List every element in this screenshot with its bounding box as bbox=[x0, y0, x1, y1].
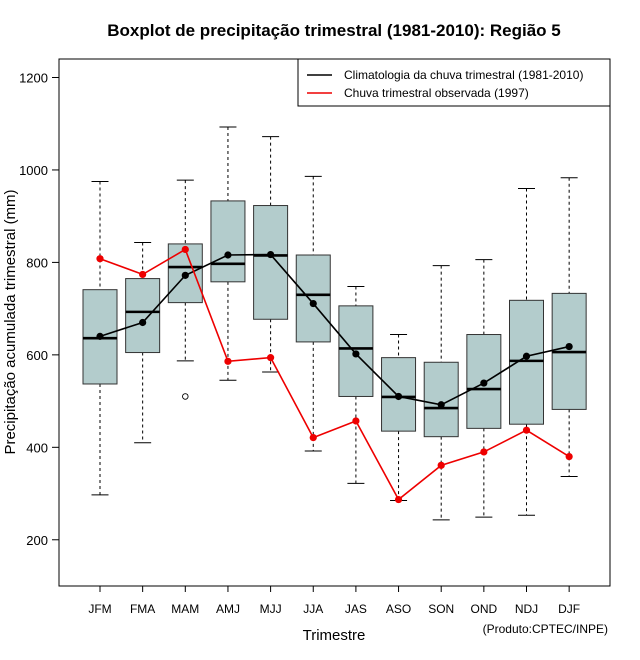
box-jas bbox=[338, 285, 374, 484]
chart-title: Boxplot de precipitação trimestral (1981… bbox=[107, 21, 561, 40]
observed-point-jfm bbox=[96, 255, 104, 263]
box-aso bbox=[381, 334, 417, 501]
observed-point-jja bbox=[309, 434, 317, 442]
observed-point-djf bbox=[565, 452, 573, 461]
climatology-point-jfm bbox=[96, 332, 104, 340]
observed-point-ndj bbox=[522, 426, 531, 434]
box-son bbox=[423, 265, 459, 521]
climatology-point-amj bbox=[224, 251, 232, 259]
climatology-point-jja bbox=[309, 299, 317, 308]
y-tick-label-1000: 1000 bbox=[19, 163, 48, 178]
observed-point-mjj bbox=[267, 354, 275, 362]
plot-area bbox=[82, 126, 587, 521]
observed-point-ond bbox=[480, 448, 488, 456]
x-tick-label-MJJ: MJJ bbox=[260, 602, 282, 616]
observed-point-amj bbox=[224, 357, 232, 365]
observed-point-mam bbox=[181, 245, 189, 254]
climatology-point-djf bbox=[565, 342, 573, 351]
x-tick-label-DJF: DJF bbox=[558, 602, 580, 616]
y-tick-label-800: 800 bbox=[26, 255, 48, 270]
x-tick-label-SON: SON bbox=[428, 602, 454, 616]
observed-point-aso bbox=[394, 495, 403, 504]
x-tick-label-JAS: JAS bbox=[345, 602, 367, 616]
x-tick-label-JFM: JFM bbox=[88, 602, 111, 616]
climatology-point-fma bbox=[139, 318, 147, 327]
x-tick-label-NDJ: NDJ bbox=[515, 602, 538, 616]
climatology-point-mam bbox=[181, 271, 189, 279]
legend-box bbox=[297, 58, 611, 107]
x-tick-label-MAM: MAM bbox=[171, 602, 199, 616]
y-tick-label-1200: 1200 bbox=[19, 70, 48, 85]
y-tick-label-200: 200 bbox=[26, 533, 48, 548]
legend: Climatologia da chuva trimestral (1981-2… bbox=[297, 58, 611, 107]
y-axis-label: Precipitação acumulada trimestral (mm) bbox=[2, 189, 19, 454]
box-fma bbox=[125, 242, 161, 444]
box-body-jja bbox=[295, 254, 331, 343]
observed-point-fma bbox=[139, 270, 147, 279]
observed-point-son bbox=[437, 461, 445, 469]
climatology-point-jas bbox=[352, 350, 360, 358]
box-djf bbox=[551, 177, 587, 477]
box-body-mjj bbox=[253, 205, 289, 320]
y-tick-label-400: 400 bbox=[26, 440, 48, 455]
box-amj bbox=[210, 126, 246, 381]
box-body-fma bbox=[125, 278, 161, 354]
x-tick-label-JJA: JJA bbox=[303, 602, 323, 616]
x-tick-label-OND: OND bbox=[471, 602, 498, 616]
climatology-point-ndj bbox=[522, 352, 531, 360]
box-jja bbox=[295, 175, 331, 452]
legend-label-observed: Chuva trimestral observada (1997) bbox=[344, 86, 529, 100]
series-line-climatology bbox=[99, 253, 570, 406]
climatology-point-ond bbox=[480, 379, 488, 387]
x-axis-label: Trimestre bbox=[303, 627, 366, 644]
x-tick-label-ASO: ASO bbox=[386, 602, 411, 616]
x-tick-label-FMA: FMA bbox=[130, 602, 155, 616]
climatology-point-mjj bbox=[267, 250, 275, 259]
climatology-point-son bbox=[437, 401, 445, 409]
observed-point-jas bbox=[352, 417, 360, 425]
box-body-ndj bbox=[509, 299, 544, 425]
series-line-observed bbox=[99, 248, 570, 501]
legend-label-climatology: Climatologia da chuva trimestral (1981-2… bbox=[344, 68, 583, 82]
climatology-point-aso bbox=[394, 392, 403, 401]
box-ndj bbox=[509, 187, 544, 516]
box-mjj bbox=[253, 136, 289, 373]
box-body-amj bbox=[210, 200, 246, 283]
credit-text: (Produto:CPTEC/INPE) bbox=[483, 622, 608, 636]
x-tick-label-AMJ: AMJ bbox=[216, 602, 240, 616]
y-tick-label-600: 600 bbox=[26, 348, 48, 363]
outlier-mam-0 bbox=[182, 393, 189, 400]
